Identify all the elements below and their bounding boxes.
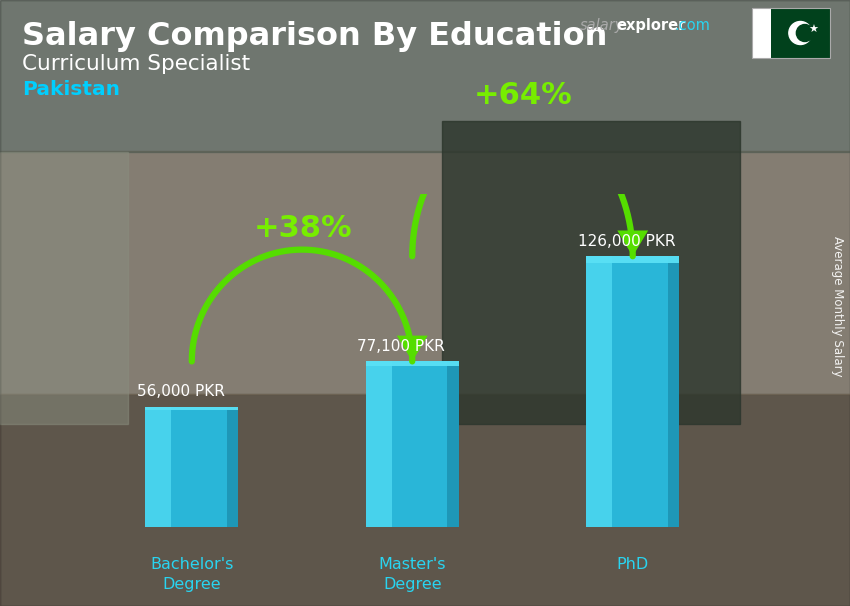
Text: Pakistan: Pakistan (22, 80, 120, 99)
Circle shape (796, 24, 813, 41)
Bar (668, 256, 679, 527)
Bar (752, 8, 830, 58)
Text: +64%: +64% (474, 81, 573, 110)
Text: 77,100 PKR: 77,100 PKR (357, 339, 445, 354)
Bar (145, 407, 172, 527)
Text: PhD: PhD (616, 558, 649, 572)
Bar (0, 394, 850, 606)
Text: Master's
Degree: Master's Degree (378, 558, 446, 592)
Bar (366, 361, 392, 527)
Bar (586, 256, 679, 263)
Text: Bachelor's
Degree: Bachelor's Degree (150, 558, 234, 592)
Text: ★: ★ (808, 25, 819, 35)
Text: 126,000 PKR: 126,000 PKR (578, 234, 675, 248)
Bar (366, 361, 458, 527)
Bar (447, 361, 458, 527)
Polygon shape (617, 230, 649, 256)
Bar (366, 361, 458, 365)
Bar (0, 0, 850, 152)
Text: +38%: +38% (253, 214, 352, 243)
Bar (586, 256, 612, 527)
Circle shape (789, 21, 812, 44)
Polygon shape (397, 336, 428, 361)
Text: .com: .com (674, 18, 710, 33)
Text: Curriculum Specialist: Curriculum Specialist (22, 54, 250, 74)
Bar (752, 8, 772, 58)
Bar (145, 407, 238, 527)
Bar (0, 152, 850, 394)
Bar (586, 256, 679, 527)
Bar (227, 407, 238, 527)
Bar (0, 152, 128, 424)
Bar (145, 407, 238, 410)
Bar (442, 121, 740, 424)
Text: 56,000 PKR: 56,000 PKR (137, 384, 224, 399)
Text: Average Monthly Salary: Average Monthly Salary (831, 236, 845, 376)
Text: salary: salary (580, 18, 625, 33)
Text: explorer: explorer (616, 18, 685, 33)
Bar (772, 8, 830, 58)
Text: Salary Comparison By Education: Salary Comparison By Education (22, 21, 608, 52)
